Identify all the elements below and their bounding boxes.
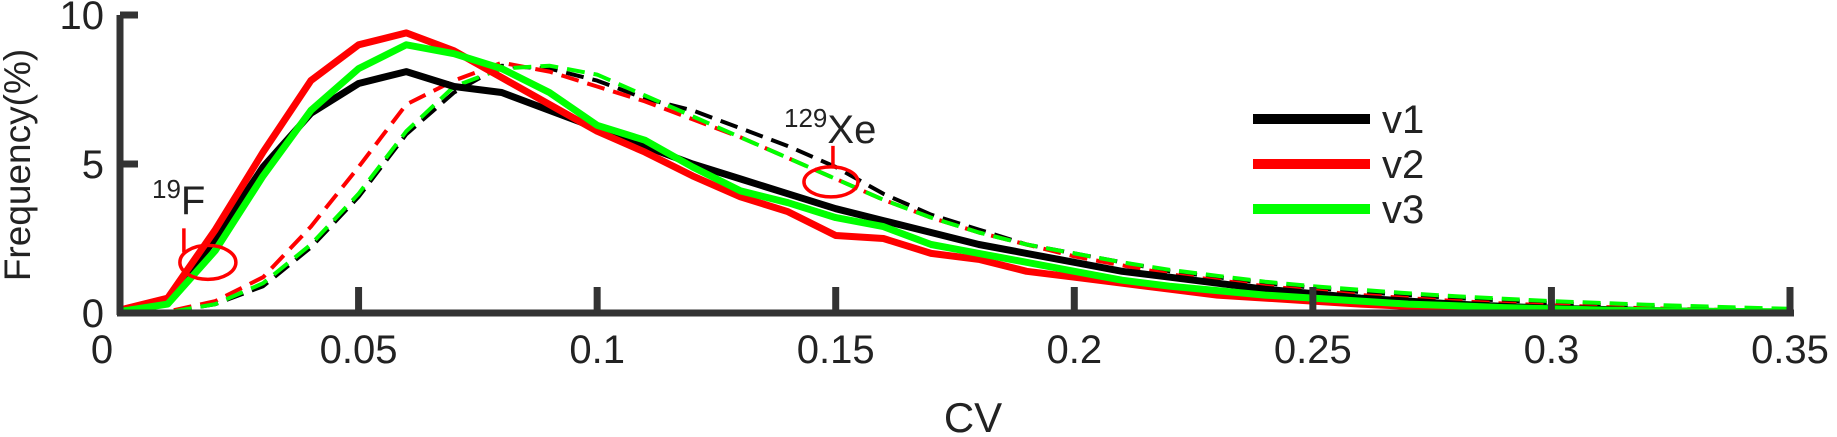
series-f19-v2-line (119, 29, 1791, 317)
y-tick-label: 0 (82, 292, 104, 336)
x-tick-label: 0.3 (1524, 328, 1580, 372)
legend-label-v1: v1 (1382, 98, 1424, 142)
legend-label-v2: v2 (1382, 143, 1424, 187)
f19-label-element: F (181, 179, 205, 223)
x-axis-label: CV (944, 394, 1002, 437)
series-f19-v3-line (119, 41, 1791, 316)
series-xe129-v3-line (119, 63, 1791, 315)
series-layer (119, 29, 1791, 317)
series-xe129-v1-line (119, 63, 1791, 315)
xe129-label-mass: 129 (784, 103, 827, 133)
legend-label-v3: v3 (1382, 188, 1424, 232)
xe129-label: 129Xe (784, 103, 876, 152)
series-xe129-v2-line (119, 60, 1791, 315)
annotation-layer: 19F 129Xe (152, 103, 876, 282)
axes-layer: 0 0.05 0.1 0.15 0.2 0.25 0.3 0.35 0 5 10 (60, 0, 1829, 372)
f19-label: 19F (152, 174, 205, 223)
x-tick-label: 0.15 (797, 328, 875, 372)
x-tick-label: 0.1 (569, 328, 625, 372)
y-tick-label: 5 (82, 143, 104, 187)
x-tick-label: 0 (91, 328, 113, 372)
x-tick-label: 0.25 (1274, 328, 1352, 372)
series-f19-v1-line (119, 68, 1791, 316)
xe129-highlight-ellipse (802, 165, 860, 199)
y-tick-label: 10 (60, 0, 105, 38)
f19-label-mass: 19 (152, 174, 181, 204)
x-tick-label: 0.05 (320, 328, 398, 372)
xe129-label-element: Xe (827, 108, 876, 152)
f19-highlight-ellipse (178, 243, 238, 282)
x-tick-label: 0.2 (1046, 328, 1102, 372)
x-tick-label: 0.35 (1751, 328, 1829, 372)
y-axis-label: Frequency(%) (0, 49, 38, 281)
